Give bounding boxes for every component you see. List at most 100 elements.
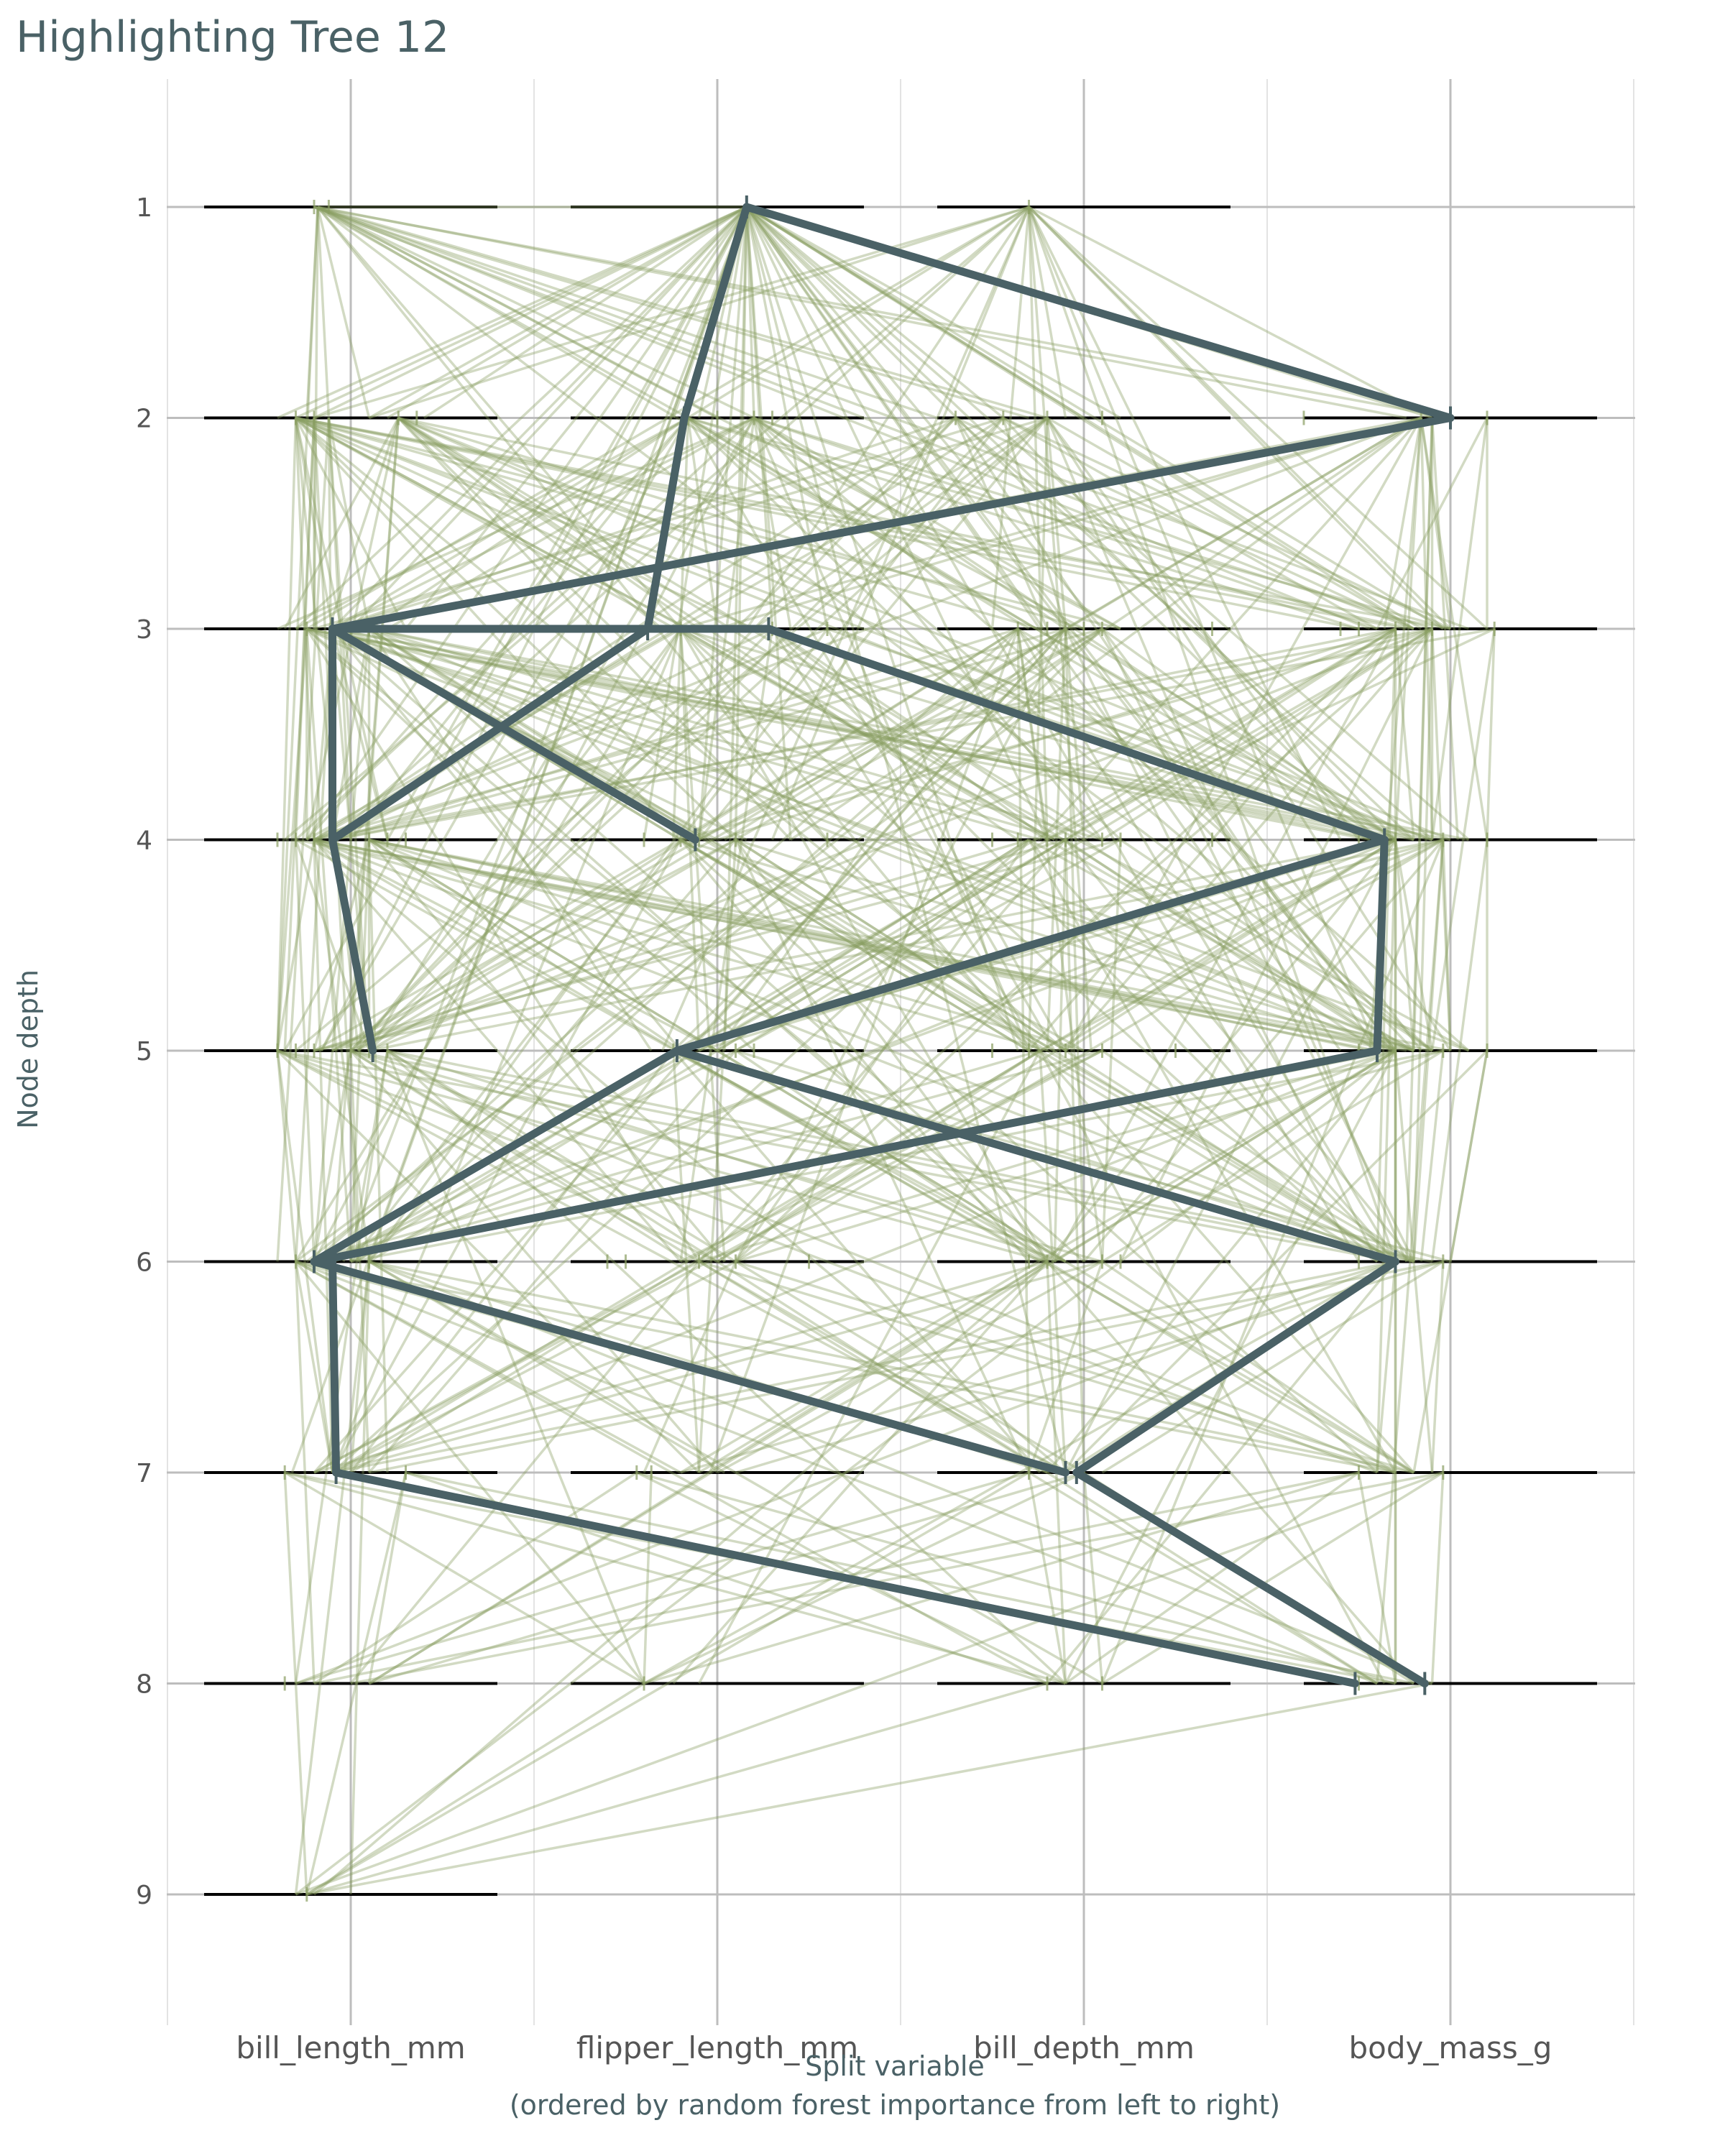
background-edge	[349, 839, 682, 1263]
background-edge	[698, 1261, 1048, 1474]
background-edge	[745, 206, 1422, 630]
background-edge	[672, 1261, 1049, 1685]
background-edge	[672, 1049, 1414, 1474]
background-edge	[672, 1049, 1041, 1474]
background-edge	[661, 206, 1031, 1051]
highlighted-edge	[332, 1468, 1359, 1687]
background-edge	[954, 416, 1414, 630]
background-edge	[672, 1049, 1067, 1263]
background-edge	[313, 839, 371, 1051]
background-edge	[735, 839, 1067, 1052]
background-edge	[368, 1260, 1103, 1685]
background-edge	[331, 628, 682, 1473]
background-edge	[332, 627, 1451, 842]
background-edge	[745, 206, 792, 840]
background-edge	[327, 418, 371, 1051]
background-edge	[954, 417, 1433, 841]
background-edge	[672, 1050, 701, 1473]
highlighted-edge	[673, 1046, 1399, 1266]
background-edge	[1039, 1050, 1067, 1473]
background-edge	[367, 1472, 408, 1684]
background-edge	[349, 1050, 371, 1473]
background-edge	[295, 1261, 645, 1685]
background-edge	[276, 1049, 700, 1474]
background-edge	[313, 839, 1067, 1474]
background-edge	[368, 417, 689, 630]
background-edge	[387, 1049, 1432, 1263]
background-edge	[295, 416, 755, 630]
highlighted-edge	[742, 203, 1455, 422]
background-edge	[1394, 628, 1415, 840]
background-edge	[735, 627, 1433, 1052]
background-edge	[331, 627, 1049, 1263]
background-edge	[313, 416, 1422, 842]
background-edge	[313, 417, 755, 1263]
background-edge	[1064, 628, 1379, 1263]
x-axis-subtitle: (ordered by random forest importance fro…	[510, 2089, 1280, 2121]
background-edge	[349, 418, 400, 1051]
background-edge	[636, 1471, 1396, 1685]
highlighted-edge	[328, 625, 699, 844]
y-tick-label-1: 1	[136, 193, 152, 223]
background-edge	[357, 417, 1049, 1052]
highlighted-edge	[328, 836, 377, 1055]
background-edge	[1064, 627, 1414, 841]
background-edge	[313, 838, 681, 1052]
background-edge	[368, 1260, 1433, 1685]
background-edge	[313, 628, 371, 1262]
background-edge	[313, 838, 1029, 1052]
background-edge	[680, 627, 1056, 842]
background-edge	[368, 839, 1067, 1263]
background-edge	[1064, 416, 1422, 630]
background-edge	[745, 206, 1067, 1473]
background-edge	[331, 418, 400, 1262]
background-edge	[277, 1049, 1067, 1474]
background-edge	[313, 839, 334, 1473]
background-edge	[1016, 628, 1049, 840]
background-edge	[1064, 839, 1085, 1473]
background-edge	[1003, 416, 1451, 630]
background-edge	[1046, 1261, 1397, 1685]
background-edge	[735, 839, 1030, 1263]
background-edge	[368, 839, 681, 1052]
background-edge	[1430, 418, 1489, 840]
background-edge	[745, 206, 1085, 419]
background-edge	[827, 627, 1433, 842]
background-edge	[1027, 839, 1397, 1473]
background-edge	[295, 206, 748, 630]
background-edge	[350, 1049, 689, 1263]
background-edge	[349, 206, 748, 630]
background-edge	[1046, 839, 1397, 1263]
x-tick-label-bill_length_mm: bill_length_mm	[236, 2030, 465, 2065]
background-edge	[305, 627, 755, 1052]
background-edge	[1028, 206, 1445, 630]
background-edge	[1027, 206, 1397, 1263]
background-edge	[679, 628, 774, 1262]
background-edge	[745, 206, 1414, 630]
background-edge	[687, 417, 1030, 630]
background-edge	[295, 1260, 1396, 1474]
background-edge	[313, 838, 718, 1052]
background-edge	[368, 628, 653, 1051]
background-edge	[316, 206, 352, 840]
background-edge	[305, 206, 748, 841]
background-edge	[687, 417, 1433, 1052]
background-edge	[294, 418, 334, 630]
background-edge	[369, 838, 1371, 1052]
background-edge	[284, 206, 1030, 841]
background-edge	[745, 206, 1004, 419]
background-edge	[753, 418, 792, 630]
background-edge	[306, 1682, 1048, 1896]
background-edge	[397, 417, 700, 630]
background-edge	[1101, 1471, 1444, 1685]
background-edge	[735, 838, 1414, 1052]
background-edge	[1394, 839, 1415, 1051]
y-tick-label-2: 2	[136, 405, 152, 434]
background-edge	[1430, 418, 1459, 840]
y-tick-label-5: 5	[136, 1037, 152, 1067]
background-edge	[1039, 838, 1444, 1052]
background-edge	[350, 627, 1397, 1052]
background-edge	[331, 1049, 737, 1263]
background-edge	[313, 838, 1397, 1263]
highlighted-edge	[328, 625, 652, 844]
